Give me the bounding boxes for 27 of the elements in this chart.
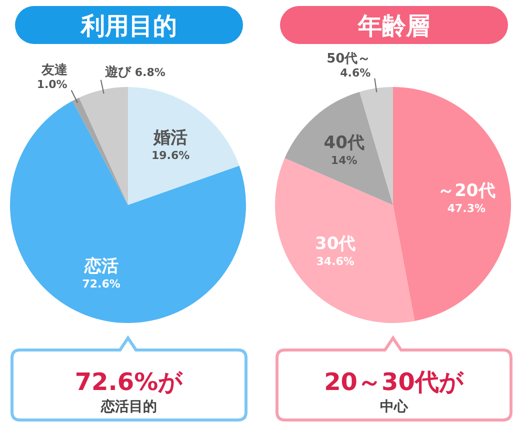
- slice-label: 50代～: [326, 51, 371, 66]
- slice-label: 遊び: [104, 64, 132, 80]
- text: 72.6%が: [74, 368, 184, 396]
- slice-label: 30代: [315, 234, 356, 254]
- data-label: 4.6%: [340, 66, 371, 80]
- slice-label: 婚活: [152, 128, 188, 148]
- data-label: 1.0%: [36, 78, 68, 92]
- chart-title: 年齢層: [357, 12, 430, 40]
- data-label: 6.8%: [134, 66, 166, 79]
- slice-label: 40代: [324, 132, 364, 153]
- slice-label: 友達: [40, 63, 68, 78]
- pie-slice: [284, 92, 393, 205]
- data-label: 72.6%: [82, 278, 120, 291]
- pie-slice: [128, 87, 240, 205]
- data-label: 19.6%: [152, 148, 190, 162]
- text: 恋活目的: [100, 398, 157, 415]
- chart-title: 利用目的: [80, 12, 177, 40]
- text: 中心: [380, 398, 409, 415]
- slice-label: 恋活: [83, 256, 118, 277]
- text: 20～30代が: [324, 368, 464, 396]
- pie-slice: [10, 100, 246, 323]
- slice-label: ～20代: [438, 181, 496, 202]
- pie-slice: [79, 87, 128, 205]
- data-label: 14%: [330, 154, 358, 167]
- data-label: 34.6%: [316, 255, 354, 268]
- pie-slice: [393, 87, 511, 321]
- data-label: 47.3%: [447, 202, 486, 216]
